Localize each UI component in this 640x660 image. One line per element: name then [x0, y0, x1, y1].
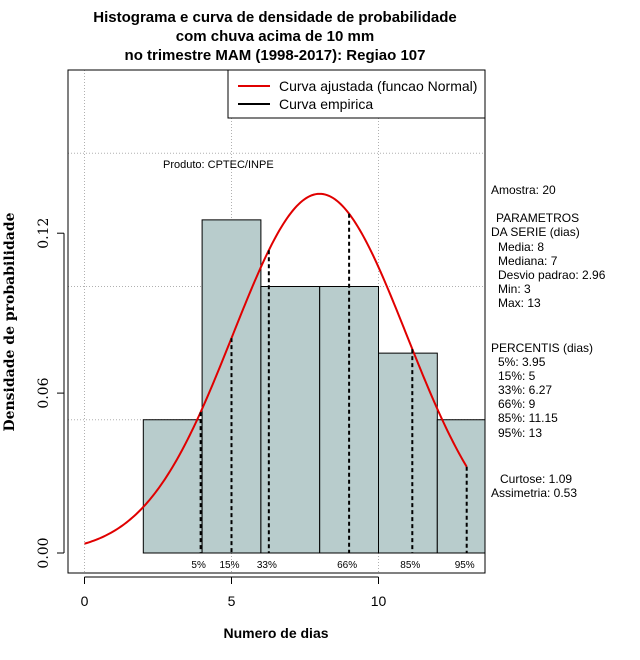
- legend: Curva ajustada (funcao Normal) Curva emp…: [227, 69, 486, 119]
- chart-title-line-1: Histograma e curva de densidade de proba…: [93, 9, 456, 26]
- stat-media: Media: 8: [498, 240, 544, 254]
- stat-percentis-title: PERCENTIS (dias): [491, 341, 593, 355]
- legend-label-empirical: Curva empirica: [279, 96, 373, 112]
- y-axis-label: Densidade de probabilidade: [2, 212, 18, 431]
- x-axis-label: Numero de dias: [223, 625, 328, 641]
- chart-title-line-2: com chuva acima de 10 mm: [176, 28, 374, 45]
- histogram-bar: [436, 419, 486, 554]
- stat-percentil-66: 66%: 9: [498, 397, 536, 411]
- stat-percentil-95: 95%: 13: [498, 426, 542, 440]
- stat-curtose: Curtose: 1.09: [500, 472, 572, 486]
- legend-box: [227, 69, 486, 119]
- y-tick-label: 0.06: [36, 377, 52, 408]
- stat-amostra: Amostra: 20: [491, 183, 556, 197]
- stat-param-title-1: PARAMETROS: [496, 211, 579, 225]
- stats-panel: Amostra: 20 PARAMETROS DA SERIE (dias) M…: [491, 183, 606, 500]
- percentile-label: 5%: [191, 560, 206, 571]
- stat-percentil-33: 33%: 6.27: [498, 383, 552, 397]
- stat-percentil-5: 5%: 3.95: [498, 355, 546, 369]
- percentile-marks: 5% 15% 33% 66% 85% 95%: [191, 213, 475, 571]
- percentile-label: 15%: [219, 560, 239, 571]
- percentile-label: 85%: [400, 560, 420, 571]
- stat-min: Min: 3: [498, 282, 531, 296]
- stat-assimetria: Assimetria: 0.53: [491, 486, 577, 500]
- x-tick-label: 5: [228, 593, 236, 609]
- chart-title-line-3: no trimestre MAM (1998-2017): Regiao 107: [125, 47, 426, 64]
- axes: 0 5 10 0.00 0.06 0.12: [36, 218, 386, 609]
- stat-percentil-85: 85%: 11.15: [498, 411, 558, 425]
- stat-param-title-2: DA SERIE (dias): [491, 225, 580, 239]
- y-tick-label: 0.00: [36, 537, 52, 568]
- stat-percentil-15: 15%: 5: [498, 369, 536, 383]
- histogram-bars: [142, 219, 486, 554]
- x-tick-label: 10: [371, 593, 387, 609]
- percentile-label: 33%: [257, 560, 277, 571]
- histogram-bar: [142, 419, 203, 554]
- credit-text: Produto: CPTEC/INPE: [163, 159, 274, 171]
- x-tick-label: 0: [81, 593, 89, 609]
- percentile-label: 95%: [455, 560, 475, 571]
- stat-desvio: Desvio padrao: 2.96: [498, 268, 606, 282]
- normal-curve: [84, 192, 468, 545]
- stat-mediana: Mediana: 7: [498, 254, 558, 268]
- y-tick-label: 0.12: [36, 218, 52, 249]
- histogram-bar: [378, 352, 438, 554]
- percentile-label: 66%: [337, 560, 357, 571]
- grid: [68, 70, 485, 573]
- histogram-bar: [260, 286, 321, 554]
- stat-max: Max: 13: [498, 296, 541, 310]
- legend-label-normal: Curva ajustada (funcao Normal): [279, 78, 477, 94]
